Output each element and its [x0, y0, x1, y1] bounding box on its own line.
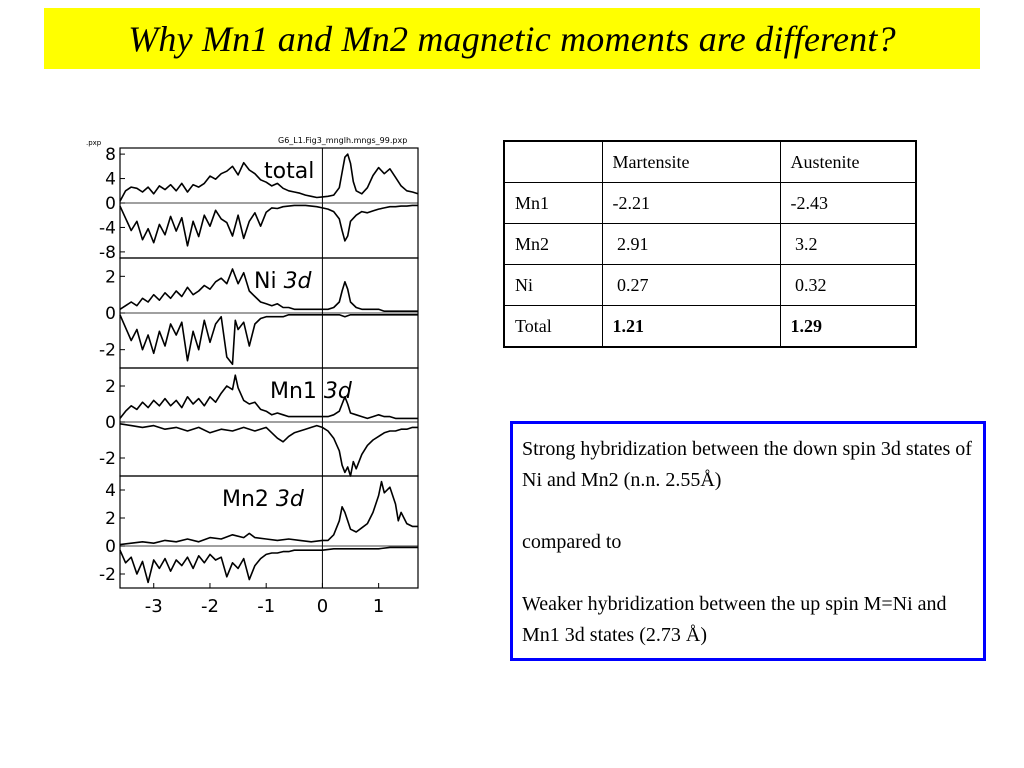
y-tick-label: -8 [99, 243, 116, 263]
figure-header-right: G6_L1.Fig3_mnglh.mngs_99.pxp [278, 136, 407, 145]
x-tick-label: 1 [373, 596, 384, 617]
y-tick-label: 4 [105, 481, 116, 501]
y-tick-label: 2 [105, 509, 116, 529]
spin-down-curve [119, 314, 418, 366]
dos-panel: 8 4 0 -4 -8 total [99, 145, 419, 263]
row-label: Mn1 [503, 182, 603, 224]
spin-up-curve [119, 268, 418, 312]
y-tick-label: 2 [105, 377, 116, 397]
moments-table-container: Martensite Austenite Mn1 -2.21 -2.43 Mn2… [503, 140, 917, 348]
title-banner: Why Mn1 and Mn2 magnetic moments are dif… [44, 8, 980, 69]
martensite-value: -2.21 [601, 182, 781, 224]
figure-header-left: .pxp [86, 139, 102, 147]
table-row: Ni 0.27 0.32 [503, 264, 917, 306]
dos-panel: 2 0 -2 Mn1 3d [99, 367, 419, 477]
dos-panel: 4 2 0 -2 Mn2 3d [99, 475, 419, 589]
table-row: Mn1 -2.21 -2.43 [503, 182, 917, 224]
dos-panel: 2 0 -2 Ni 3d [99, 257, 419, 369]
dos-chart: .pxp G6_L1.Fig3_mnglh.mngs_99.pxp 8 4 0 -4 -… [86, 136, 419, 617]
table-header-cell: Martensite [601, 140, 781, 183]
y-tick-label: 2 [105, 267, 116, 287]
table-row: Total 1.21 1.29 [503, 305, 917, 348]
table-row: Mn2 2.91 3.2 [503, 223, 917, 265]
note-line-weaker: Weaker hybridization between the up spin… [522, 593, 947, 646]
dos-panels: 8 4 0 -4 -8 total 2 0 -2 Ni 3d 2 0 -2 Mn1 3d 4 2 0 -2 Mn2 … [99, 145, 419, 589]
martensite-value: 0.27 [601, 264, 781, 306]
note-line-strong: Strong hybridization between the down sp… [522, 438, 972, 491]
row-label: Total [503, 305, 603, 348]
panel-label-orbital: 3d [276, 487, 305, 512]
row-label: Ni [503, 264, 603, 306]
y-tick-label: 0 [105, 537, 116, 557]
austenite-value: 0.32 [779, 264, 917, 306]
panel-label: Ni 3d [254, 269, 313, 294]
panel-frame [119, 475, 419, 589]
x-tick-label: 0 [317, 596, 328, 617]
panel-label: Mn1 3d [270, 379, 353, 404]
magnetic-moments-table: Martensite Austenite Mn1 -2.21 -2.43 Mn2… [503, 140, 917, 348]
martensite-value: 1.21 [601, 305, 781, 348]
y-tick-label: 4 [105, 170, 116, 190]
slide-title: Why Mn1 and Mn2 magnetic moments are dif… [128, 18, 896, 59]
spin-down-curve [119, 423, 418, 477]
y-tick-label: -2 [99, 565, 116, 585]
spin-up-curve [119, 480, 418, 546]
table-header-row: Martensite Austenite [503, 140, 917, 183]
x-tick-label: -2 [201, 596, 219, 617]
spin-down-curve [119, 546, 418, 584]
panel-label-orbital: 3d [324, 379, 353, 404]
table-header-cell: Austenite [779, 140, 917, 183]
spin-down-curve [119, 204, 418, 247]
y-tick-label: -2 [99, 341, 116, 361]
hybridization-note: Strong hybridization between the down sp… [510, 421, 986, 661]
panel-label-orbital: 3d [284, 269, 313, 294]
y-tick-label: 0 [105, 194, 116, 214]
note-line-compared: compared to [522, 531, 622, 553]
austenite-value: -2.43 [779, 182, 917, 224]
martensite-value: 2.91 [601, 223, 781, 265]
x-tick-label: -3 [145, 596, 163, 617]
austenite-value: 1.29 [779, 305, 917, 348]
x-axis: -3 -2 -1 0 1 [145, 583, 384, 617]
y-tick-label: -4 [99, 218, 116, 238]
y-tick-label: 0 [105, 304, 116, 324]
y-tick-label: 0 [105, 413, 116, 433]
table-header-cell [503, 140, 603, 183]
y-tick-label: -2 [99, 449, 116, 469]
spin-up-curve [119, 374, 418, 420]
row-label: Mn2 [503, 223, 603, 265]
austenite-value: 3.2 [779, 223, 917, 265]
x-tick-label: -1 [257, 596, 275, 617]
y-tick-label: 8 [105, 145, 116, 165]
panel-label: total [264, 159, 314, 184]
dos-figure: .pxp G6_L1.Fig3_mnglh.mngs_99.pxp 8 4 0 -4 -… [84, 132, 444, 618]
panel-label: Mn2 3d [222, 487, 305, 512]
spin-up-curve [119, 153, 419, 202]
